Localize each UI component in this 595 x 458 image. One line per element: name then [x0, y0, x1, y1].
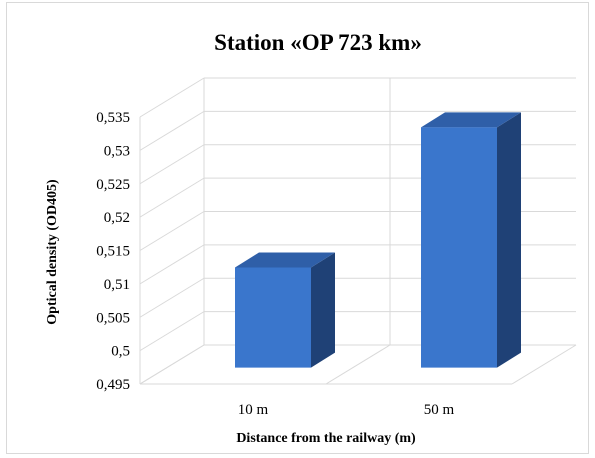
y-axis-ticks: 0,495 0,5 0,505 0,51 0,515 0,52 0,525 0,53 0,535	[96, 110, 130, 393]
y-tick-label: 0,495	[96, 377, 130, 393]
y-tick-label: 0,51	[104, 277, 130, 293]
gridline-side	[139, 344, 205, 385]
y-tick-label: 0,505	[96, 310, 130, 326]
bar-side	[311, 252, 335, 368]
bar-top	[421, 112, 521, 128]
gridline-side	[139, 211, 205, 251]
bar	[421, 112, 521, 368]
gridline-side	[139, 144, 205, 185]
floor-edge-right	[511, 344, 577, 385]
gridline-side	[139, 277, 205, 318]
gridline-side	[139, 244, 205, 285]
x-tick-label: 50 m	[424, 402, 455, 418]
bar-front	[421, 127, 497, 368]
x-axis-ticks: 10 m 50 m	[238, 402, 455, 418]
gridline-side	[139, 311, 205, 352]
y-tick-label: 0,52	[104, 210, 130, 226]
floor-divider	[325, 344, 391, 385]
gridline-side	[139, 77, 205, 118]
chart-title: Station «OP 723 km»	[214, 30, 422, 55]
bar	[235, 252, 335, 368]
y-axis-label: Optical density (OD405)	[45, 179, 60, 325]
y-tick-label: 0,535	[96, 110, 130, 126]
x-tick-label: 10 m	[238, 402, 269, 418]
gridline-side	[139, 177, 205, 218]
x-axis-label: Distance from the railway (m)	[236, 431, 416, 446]
y-tick-label: 0,515	[96, 244, 130, 260]
y-tick-label: 0,5	[111, 344, 130, 360]
chart-frame	[6, 2, 589, 454]
gridline-side	[139, 110, 205, 151]
bar-side	[497, 112, 521, 368]
bar-front	[235, 267, 311, 368]
bars	[235, 112, 521, 368]
y-tick-label: 0,525	[96, 177, 130, 193]
y-tick-label: 0,53	[104, 143, 130, 159]
bar-top	[235, 252, 335, 268]
